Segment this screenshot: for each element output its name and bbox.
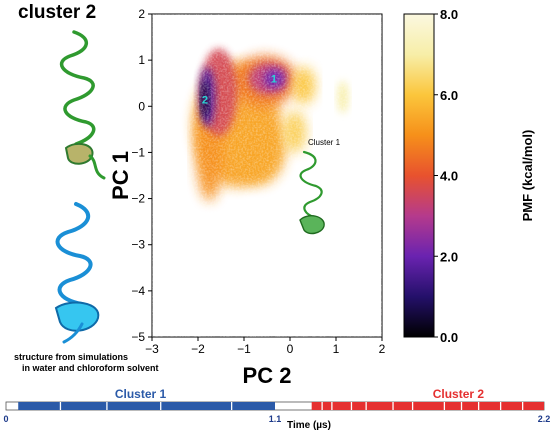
y-tick-label: −5: [131, 330, 145, 344]
colorbar-tick-label: 4.0: [440, 169, 458, 184]
colorbar-tick-label: 6.0: [440, 88, 458, 103]
x-tick-label: 1: [333, 342, 340, 356]
structure-caption-line2: in water and chloroform solvent: [22, 363, 159, 373]
timeline-gap: [365, 402, 367, 410]
colorbar-tick-label: 2.0: [440, 249, 458, 264]
y-tick-label: 1: [138, 53, 145, 67]
pmf-heatmap-chart: 1 2 −3 −2 −1 0 1 2 −5 −4 −3 −2 −1 0 1 2 PC 2 PC 1 0.0 2.0 4…: [108, 7, 535, 388]
y-tick-label: −2: [131, 192, 145, 206]
timeline-gap: [59, 402, 62, 410]
x-axis-title: PC 2: [243, 363, 292, 388]
x-tick-label: 0: [287, 342, 294, 356]
colorbar-tick-label: 8.0: [440, 7, 458, 22]
timeline-gap: [106, 402, 108, 410]
timeline-gap: [392, 402, 394, 410]
timeline-gap: [411, 402, 414, 410]
timeline-gap: [460, 402, 463, 410]
timeline-gap: [230, 402, 233, 410]
timeline-gap: [321, 402, 323, 410]
timeline-gap: [350, 402, 353, 410]
cluster-timeline: Cluster 1 Cluster 2 0 1.1 2.2 Time (µs): [3, 387, 550, 431]
timeline-gap: [443, 402, 446, 410]
structure-caption-line1: structure from simulations: [14, 352, 129, 362]
timeline-gap: [160, 402, 162, 410]
density-layer: [152, 14, 382, 337]
minimum-label: 1: [271, 74, 277, 86]
timeline-gap: [521, 402, 524, 410]
y-tick-label: 2: [138, 7, 145, 21]
cluster2-title: cluster 2: [18, 2, 97, 23]
timeline-gap: [477, 402, 480, 410]
y-tick-label: −1: [131, 145, 145, 159]
timeline-cluster2-segment: [311, 402, 544, 410]
x-tick-label: −1: [237, 342, 251, 356]
density-texture: [152, 14, 382, 337]
green-helix-icon: [59, 30, 106, 180]
timeline-axis-title: Time (µs): [287, 420, 331, 431]
y-tick-label: 0: [138, 99, 145, 113]
timeline-series-label: Cluster 2: [433, 387, 485, 401]
timeline-tick-label: 1.1: [269, 414, 282, 424]
minimum-label: 2: [202, 94, 208, 106]
timeline-tick-label: 0: [3, 414, 8, 424]
y-tick-label: −4: [131, 284, 145, 298]
timeline-series-label: Cluster 1: [115, 387, 167, 401]
timeline-gap: [499, 402, 502, 410]
colorbar-tick-label: 0.0: [440, 330, 458, 345]
colorbar: [403, 13, 435, 338]
timeline-cluster1-segment: [18, 402, 276, 410]
x-tick-label: −2: [191, 342, 205, 356]
colorbar-title: PMF (kcal/mol): [520, 130, 535, 222]
x-tick-label: −3: [145, 342, 159, 356]
x-tick-label: 2: [379, 342, 386, 356]
cluster1-inset-label: Cluster 1: [308, 138, 341, 147]
y-tick-label: −3: [131, 238, 145, 252]
green-helix-small-icon: [299, 150, 325, 235]
timeline-tick-label: 2.2: [538, 414, 550, 424]
timeline-gap: [331, 402, 333, 410]
blue-helix-icon: [54, 202, 100, 344]
y-axis-title: PC 1: [108, 151, 133, 200]
